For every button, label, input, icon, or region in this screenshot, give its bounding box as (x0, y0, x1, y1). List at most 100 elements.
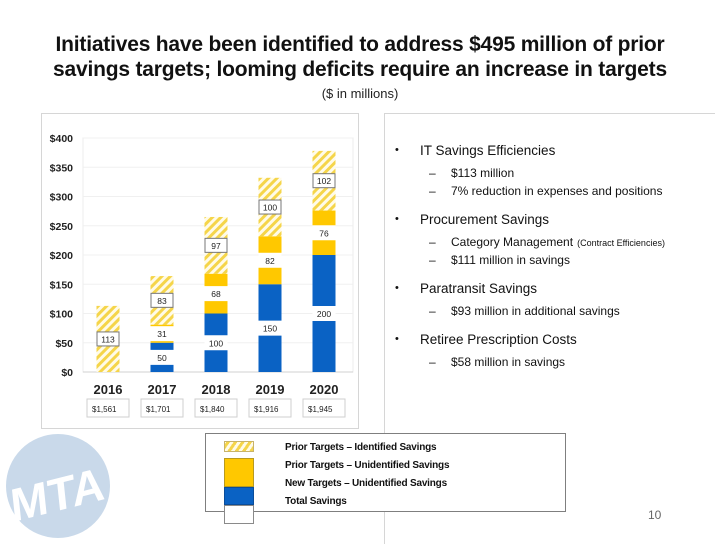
data-label-box (204, 237, 228, 253)
dash-icon: – (429, 355, 436, 369)
data-label: 113 (101, 334, 115, 344)
dash-icon: – (429, 235, 436, 249)
data-label-box (312, 225, 336, 241)
mta-logo: MTA (6, 434, 110, 538)
sub-bullet-item: – Category Management (Contract Efficienci… (395, 234, 715, 252)
mta-logo-circle (6, 434, 110, 538)
dash-icon: – (429, 304, 436, 318)
data-label-box (312, 173, 336, 189)
chart-legend: Prior Targets – Identified Savings Prior… (205, 433, 566, 524)
data-label-box (258, 320, 282, 336)
bullet-dot-icon: • (395, 282, 399, 294)
title-line-1: Initiatives have been identified to addr… (55, 33, 665, 56)
y-tick-label: $400 (50, 133, 74, 145)
y-tick-label: $350 (50, 162, 74, 174)
sub-bullet-item: – $58 million in savings (395, 354, 715, 372)
bullet-label: Retiree Prescription Costs (420, 332, 577, 347)
legend-label-total-savings: Total Savings (285, 496, 347, 507)
legend-swatch-yellow (224, 458, 254, 487)
y-tick-label: $300 (50, 192, 74, 204)
stacked-bar-chart: $0 $50 $100 $150 $200 $250 $300 $350 $400 113 50 3… (50, 133, 354, 418)
total-box (302, 398, 346, 418)
total-box (248, 398, 292, 418)
data-label: 76 (319, 228, 329, 238)
data-label: 100 (263, 203, 277, 213)
legend-swatch-white (224, 505, 254, 524)
data-label: 82 (265, 256, 275, 266)
data-label: 200 (317, 309, 331, 319)
sub-bullet-text: $93 million in additional savings (451, 304, 620, 318)
category-total-label: $1,840 (200, 405, 225, 414)
sub-bullet-text: $111 million in savings (451, 253, 570, 267)
bullets-frame (384, 113, 715, 544)
legend-label-prior-unidentified: Prior Targets – Unidentified Savings (285, 460, 450, 471)
x-tick-label: 2018 (202, 382, 231, 397)
sub-bullet-item: – $113 million (395, 165, 715, 183)
dash-icon: – (429, 166, 436, 180)
data-label-box (150, 326, 174, 342)
total-box (86, 398, 130, 418)
bullet-item: • IT Savings Efficiencies (395, 140, 715, 161)
x-tick-label: 2017 (148, 382, 177, 397)
legend-label-new-unidentified: New Targets – Unidentified Savings (285, 478, 447, 489)
category-total-label: $1,945 (308, 405, 333, 414)
category-total-label: $1,916 (254, 405, 279, 414)
category-total-label: $1,561 (92, 405, 117, 414)
bullet-dot-icon: • (395, 333, 399, 345)
data-label: 150 (263, 324, 277, 334)
sub-bullet-text: $58 million in savings (451, 355, 566, 369)
data-label-box (96, 331, 120, 347)
data-label: 83 (157, 296, 167, 306)
x-tick-label: 2020 (310, 382, 339, 397)
units-subtitle: ($ in millions) (321, 86, 399, 101)
category-total-label: $1,701 (146, 405, 171, 414)
bullet-label: IT Savings Efficiencies (420, 143, 556, 158)
data-label-box (258, 199, 282, 215)
bullet-dot-icon: • (395, 213, 399, 225)
x-tick-label: 2019 (256, 382, 285, 397)
sub-bullet-item: – $111 million in savings (395, 252, 715, 270)
dash-icon: – (429, 184, 436, 198)
data-label: 102 (317, 176, 331, 186)
data-label: 50 (157, 353, 167, 363)
total-box (140, 398, 184, 418)
bullet-label: Paratransit Savings (420, 281, 538, 296)
title-line-2: savings targets; looming deficits requir… (53, 58, 667, 81)
sub-bullet-text: 7% reduction in expenses and positions (451, 184, 663, 198)
data-label: 97 (211, 241, 221, 251)
y-tick-label: $250 (50, 221, 74, 233)
y-tick-label: $150 (50, 279, 74, 291)
data-label-box (204, 286, 228, 302)
x-tick-label: 2016 (94, 382, 123, 397)
legend-label-prior-identified: Prior Targets – Identified Savings (285, 442, 437, 453)
bullet-item: • Retiree Prescription Costs (395, 329, 715, 350)
sub-bullet-text: $113 million (451, 166, 515, 180)
bullet-item: • Paratransit Savings (395, 278, 715, 299)
data-label-box (150, 349, 174, 365)
y-tick-label: $100 (50, 309, 74, 321)
data-label-box (150, 292, 174, 308)
data-label: 100 (209, 338, 223, 348)
y-tick-label: $200 (50, 250, 74, 262)
bullet-item: • Procurement Savings (395, 209, 715, 230)
data-label-box (258, 252, 282, 268)
bullet-dot-icon: • (395, 144, 399, 156)
savings-initiatives-list: • IT Savings Efficiencies – $113 million – 7%… (395, 140, 715, 372)
sub-bullet-text: Category Management (451, 235, 574, 249)
data-label-box (312, 306, 336, 321)
legend-swatch-hatched (224, 441, 254, 452)
sub-bullet-item: – $93 million in additional savings (395, 303, 715, 321)
y-tick-label: $50 (55, 338, 73, 350)
y-tick-label: $0 (61, 367, 73, 379)
chart-frame: $0 $50 $100 $150 $200 $250 $300 $350 $400 113 50 3… (41, 113, 359, 429)
data-label: 68 (211, 289, 221, 299)
bullet-label: Procurement Savings (420, 212, 550, 227)
dash-icon: – (429, 253, 436, 267)
total-box (194, 398, 238, 418)
data-label: 31 (157, 329, 167, 339)
page-number: 10 (648, 508, 662, 522)
sub-bullet-note: (Contract Efficiencies) (577, 238, 665, 248)
legend-swatch-blue (224, 487, 254, 505)
sub-bullet-item: – 7% reduction in expenses and positions (395, 183, 715, 201)
data-label-box (204, 335, 228, 351)
